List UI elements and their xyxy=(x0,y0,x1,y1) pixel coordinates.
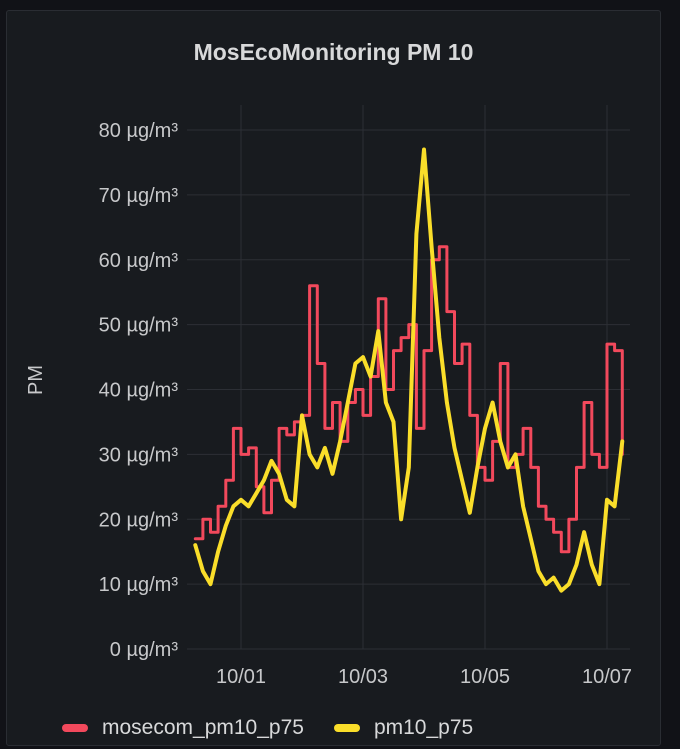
x-tick-label: 10/03 xyxy=(338,666,388,688)
legend-label-mosecom: mosecom_pm10_p75 xyxy=(102,716,304,739)
legend-label-pm10: pm10_p75 xyxy=(373,716,474,739)
y-tick-label: 50 µg/m³ xyxy=(99,315,179,337)
legend-swatch-mosecom xyxy=(62,724,88,732)
y-tick-label: 60 µg/m³ xyxy=(99,250,179,272)
y-tick-label: 0 µg/m³ xyxy=(110,639,179,661)
legend: mosecom_pm10_p75 pm10_p75 xyxy=(62,716,503,740)
legend-item-mosecom[interactable]: mosecom_pm10_p75 xyxy=(62,716,304,740)
chart-panel: MosEcoMonitoring PM 10 mosecom_pm10_p75 … xyxy=(6,10,661,746)
y-tick-label: 10 µg/m³ xyxy=(99,574,179,596)
y-tick-label: 80 µg/m³ xyxy=(99,120,179,142)
x-tick-label: 10/05 xyxy=(460,666,510,688)
y-tick-label: 30 µg/m³ xyxy=(99,444,179,466)
chart-title: MosEcoMonitoring PM 10 xyxy=(193,39,474,65)
legend-item-pm10[interactable]: pm10_p75 xyxy=(333,716,474,740)
y-tick-label: 70 µg/m³ xyxy=(99,185,179,207)
x-tick-label: 10/07 xyxy=(582,666,632,688)
series-line-pm10_p75 xyxy=(193,147,625,593)
x-tick-label: 10/01 xyxy=(216,666,266,688)
legend-swatch-pm10 xyxy=(333,724,360,732)
y-tick-label: 20 µg/m³ xyxy=(99,509,179,531)
y-tick-label: 40 µg/m³ xyxy=(99,380,179,402)
series-line-mosecom_pm10_p75 xyxy=(193,245,624,554)
y-axis-label: PM xyxy=(25,365,47,395)
